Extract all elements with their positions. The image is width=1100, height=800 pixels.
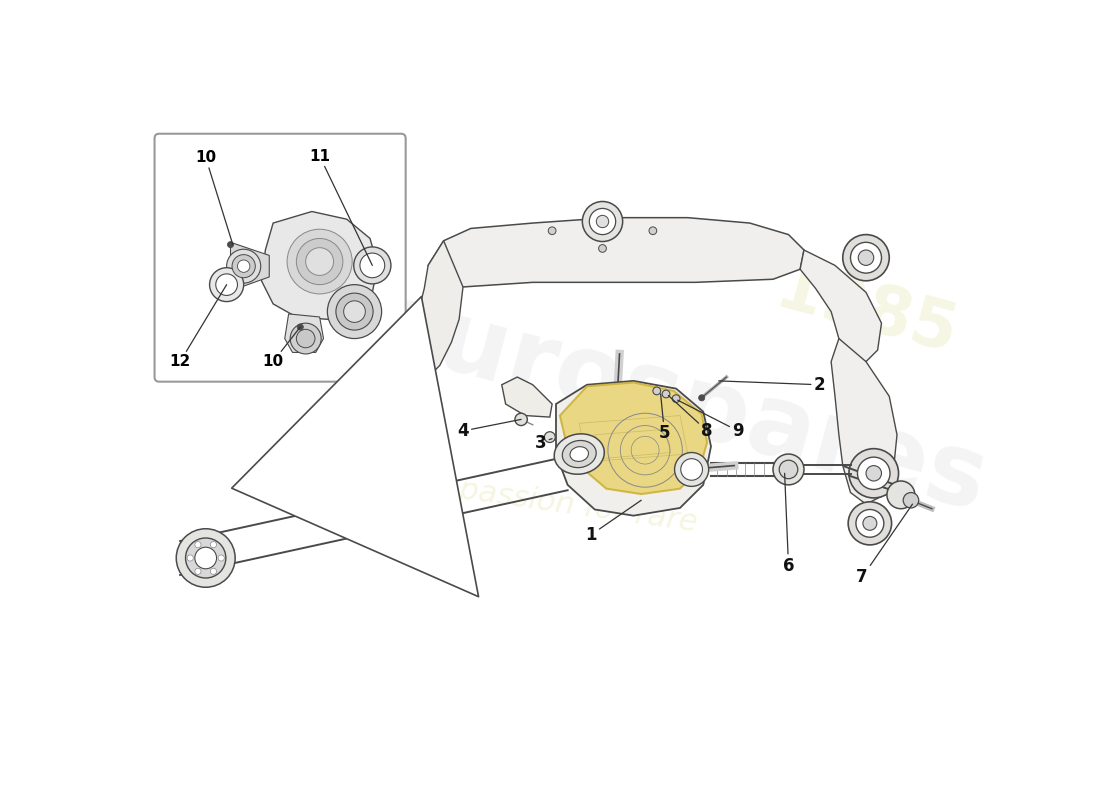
Text: eurospares: eurospares (362, 275, 998, 533)
Circle shape (287, 230, 352, 294)
Circle shape (544, 432, 556, 442)
Circle shape (297, 324, 304, 330)
Circle shape (216, 274, 238, 295)
Text: 1985: 1985 (768, 256, 965, 367)
Circle shape (662, 390, 670, 398)
Circle shape (186, 538, 225, 578)
Text: 11: 11 (309, 149, 372, 266)
Polygon shape (262, 211, 377, 319)
Circle shape (195, 542, 201, 548)
Circle shape (296, 330, 315, 348)
Text: 7: 7 (856, 504, 913, 586)
Circle shape (210, 568, 217, 574)
Circle shape (681, 458, 703, 480)
Circle shape (582, 202, 623, 242)
Circle shape (360, 253, 385, 278)
FancyBboxPatch shape (154, 134, 406, 382)
Polygon shape (502, 377, 552, 417)
Circle shape (674, 453, 708, 486)
Circle shape (210, 542, 217, 548)
Polygon shape (285, 314, 323, 353)
Text: 10: 10 (263, 327, 300, 369)
Text: 5: 5 (659, 394, 670, 442)
Circle shape (843, 234, 889, 281)
Circle shape (363, 514, 377, 528)
Text: 10: 10 (195, 150, 233, 245)
Ellipse shape (562, 441, 596, 468)
Text: 12: 12 (169, 285, 227, 369)
Circle shape (290, 323, 321, 354)
Circle shape (227, 250, 261, 283)
Circle shape (858, 250, 873, 266)
Circle shape (515, 414, 527, 426)
Circle shape (598, 245, 606, 252)
Circle shape (849, 449, 899, 498)
Circle shape (653, 387, 661, 394)
Circle shape (238, 260, 250, 272)
Circle shape (232, 254, 255, 278)
Ellipse shape (554, 434, 604, 474)
Text: 9: 9 (678, 400, 744, 440)
Polygon shape (560, 382, 707, 494)
Polygon shape (409, 241, 463, 381)
Circle shape (672, 394, 680, 402)
Text: 6: 6 (783, 474, 794, 574)
Circle shape (218, 555, 224, 561)
Circle shape (296, 238, 343, 285)
Circle shape (306, 248, 333, 275)
Ellipse shape (570, 446, 589, 462)
Circle shape (850, 242, 881, 273)
Circle shape (698, 394, 705, 401)
Circle shape (649, 227, 657, 234)
Circle shape (195, 547, 217, 569)
Circle shape (228, 242, 233, 248)
Text: a passion for rare: a passion for rare (429, 471, 698, 537)
Circle shape (773, 454, 804, 485)
Circle shape (358, 509, 383, 534)
Text: 3: 3 (535, 434, 552, 451)
Polygon shape (800, 250, 881, 362)
Circle shape (866, 466, 881, 481)
Polygon shape (832, 338, 896, 504)
Circle shape (354, 247, 390, 284)
Circle shape (176, 529, 235, 587)
Circle shape (848, 502, 892, 545)
Circle shape (596, 215, 608, 228)
Text: 4: 4 (458, 419, 521, 440)
Circle shape (328, 285, 382, 338)
Polygon shape (556, 381, 711, 516)
Text: 2: 2 (718, 376, 825, 394)
Text: 8: 8 (669, 395, 713, 440)
Circle shape (856, 510, 883, 538)
Circle shape (887, 481, 915, 509)
Circle shape (210, 268, 244, 302)
Circle shape (195, 568, 201, 574)
Text: 1: 1 (585, 500, 641, 544)
Polygon shape (428, 218, 804, 287)
Circle shape (548, 227, 556, 234)
Circle shape (903, 493, 918, 508)
Circle shape (343, 301, 365, 322)
Polygon shape (231, 242, 270, 291)
Circle shape (336, 293, 373, 330)
Circle shape (858, 457, 890, 490)
Circle shape (590, 209, 616, 234)
Circle shape (779, 460, 798, 478)
Circle shape (862, 517, 877, 530)
Circle shape (187, 555, 194, 561)
